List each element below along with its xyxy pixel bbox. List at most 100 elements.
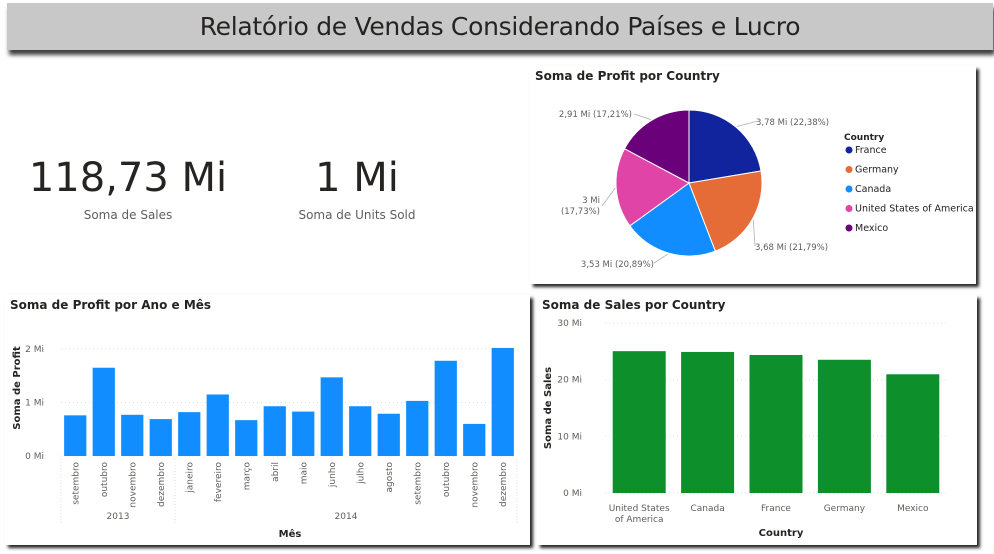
legend-marker-mexico xyxy=(845,224,853,232)
profit-bar-2013-novembro[interactable] xyxy=(121,414,144,456)
legend-item-mexico[interactable]: Mexico xyxy=(855,223,888,234)
sales-chart-title: Soma de Sales por Country xyxy=(542,298,726,312)
sales-bar-united-states-of-america[interactable] xyxy=(612,351,666,493)
profit-x-tick-label: outubro xyxy=(442,462,452,498)
profit-y-tick-label: 0 Mi xyxy=(25,452,44,462)
legend-item-france[interactable]: France xyxy=(855,145,887,156)
legend-marker-germany xyxy=(845,166,853,173)
sales-y-tick-label: 30 Mi xyxy=(557,319,582,329)
sales-x-axis-title: Country xyxy=(759,528,804,539)
pie-leader-line xyxy=(601,187,616,207)
profit-x-tick-label: abril xyxy=(271,462,281,482)
profit-bar-2013-dezembro[interactable] xyxy=(149,419,172,456)
profit-y-axis-title: Soma de Profit xyxy=(12,346,23,430)
sales-x-tick-label: United States xyxy=(609,504,670,514)
profit-bar-chart[interactable]: 0 Mi 1 Mi 2 Mi setembro outubro novembro dezem… xyxy=(5,295,530,545)
profit-x-tick-label: dezembro xyxy=(499,462,509,507)
profit-bar-2014-marco[interactable] xyxy=(235,420,258,456)
legend-marker-united-states-of-america xyxy=(845,205,853,212)
profit-x-tick-label: novembro xyxy=(470,462,480,508)
sales-y-tick-label: 20 Mi xyxy=(557,376,582,386)
sales-by-country-card[interactable]: Soma de Sales por Country 0 Mi 10 Mi 20 Mi… xyxy=(537,295,977,545)
sales-x-tick-label: Mexico xyxy=(897,504,929,514)
profit-x-tick-label: agosto xyxy=(385,462,395,493)
profit-x-tick-label: julho xyxy=(356,462,366,485)
profit-x-tick-label: setembro xyxy=(413,462,423,505)
profit-x-tick-label: maio xyxy=(299,462,309,485)
pie-slice-germany[interactable] xyxy=(688,170,763,252)
pie-leader-line xyxy=(736,120,759,127)
profit-bar-2014-setembro[interactable] xyxy=(406,400,429,456)
pie-slice-united-states-of-america[interactable] xyxy=(615,148,690,227)
profit-chart-title: Soma de Profit por Ano e Mês xyxy=(10,298,212,312)
profit-x-tick-label: janeiro xyxy=(185,462,195,494)
sales-x-tick-label: of America xyxy=(615,515,664,525)
profit-bar-2014-abril[interactable] xyxy=(263,406,286,456)
profit-x-tick-label: outubro xyxy=(100,462,110,498)
sales-bar-germany[interactable] xyxy=(817,359,871,493)
profit-bar-2014-fevereiro[interactable] xyxy=(206,394,229,456)
profit-x-tick-label: fevereiro xyxy=(214,462,224,503)
legend-marker-canada xyxy=(845,185,853,193)
profit-bar-2014-julho[interactable] xyxy=(349,406,372,456)
sales-bar-canada[interactable] xyxy=(681,351,735,493)
pie-data-label: 3 Mi xyxy=(582,196,600,206)
pie-data-label: 2,91 Mi (17,21%) xyxy=(559,110,632,120)
pie-data-label: 3,78 Mi (22,38%) xyxy=(756,118,829,128)
pie-chart-title: Soma de Profit por Country xyxy=(535,69,720,83)
report-header: Relatório de Vendas Considerando Países … xyxy=(7,3,993,50)
profit-year-label-2014: 2014 xyxy=(335,512,358,522)
profit-year-label-2013: 2013 xyxy=(107,512,130,522)
profit-x-tick-label: junho xyxy=(328,462,338,489)
profit-x-tick-label: setembro xyxy=(71,462,81,505)
pie-legend-title: Country xyxy=(844,133,884,143)
sales-y-tick-label: 10 Mi xyxy=(557,432,582,442)
profit-bar-2014-maio[interactable] xyxy=(292,411,315,456)
sales-x-tick-label: France xyxy=(761,504,791,514)
profit-bar-2014-junho[interactable] xyxy=(320,377,343,456)
units-kpi-value: 1 Mi xyxy=(315,155,399,201)
sales-bar-mexico[interactable] xyxy=(886,374,940,493)
profit-bar-2013-setembro[interactable] xyxy=(64,415,87,456)
units-kpi-card[interactable]: 1 Mi Soma de Units Sold xyxy=(262,158,452,222)
legend-marker-france xyxy=(845,146,853,154)
sales-bar-france[interactable] xyxy=(749,355,803,493)
profit-x-axis-title: Mês xyxy=(279,528,302,540)
profit-bar-2014-novembro[interactable] xyxy=(463,423,486,456)
pie-leader-line xyxy=(653,253,669,264)
profit-x-tick-label: novembro xyxy=(128,462,138,508)
pie-slice-france[interactable] xyxy=(688,109,762,184)
profit-x-tick-label: dezembro xyxy=(157,462,167,507)
profit-bar-2014-agosto[interactable] xyxy=(377,413,400,456)
profit-y-tick-label: 2 Mi xyxy=(25,345,44,355)
pie-leader-line xyxy=(752,219,756,247)
profit-x-tick-label: março xyxy=(242,462,252,491)
pie-data-label: (17,73%) xyxy=(561,207,600,217)
units-kpi-label: Soma de Units Sold xyxy=(298,208,416,222)
sales-x-tick-label: Germany xyxy=(824,504,866,514)
pie-chart[interactable]: 3,78 Mi (22,38%) 3,68 Mi (21,79%) 3,53 Mi … xyxy=(530,66,976,284)
legend-item-united-states-of-america[interactable]: United States of America xyxy=(855,204,974,215)
pie-slice-canada[interactable] xyxy=(629,182,716,257)
sales-kpi-card[interactable]: 118,73 Mi Soma de Sales xyxy=(28,158,228,222)
profit-bar-2013-outubro[interactable] xyxy=(92,367,115,456)
sales-kpi-value: 118,73 Mi xyxy=(28,155,228,201)
sales-y-tick-label: 0 Mi xyxy=(563,489,582,499)
pie-leader-line xyxy=(633,113,652,120)
profit-by-month-card[interactable]: Soma de Profit por Ano e Mês 0 Mi 1 Mi 2 M… xyxy=(5,295,530,545)
profit-by-country-pie-card[interactable]: Soma de Profit por Country 3,78 Mi (22,3… xyxy=(530,66,976,284)
pie-slice-mexico[interactable] xyxy=(623,109,690,184)
legend-item-canada[interactable]: Canada xyxy=(855,184,891,195)
profit-y-tick-label: 1 Mi xyxy=(25,399,44,409)
sales-y-axis-title: Soma de Sales xyxy=(543,367,554,449)
sales-x-tick-label: Canada xyxy=(690,504,724,514)
profit-bar-2014-dezembro[interactable] xyxy=(491,347,514,456)
sales-kpi-label: Soma de Sales xyxy=(83,208,173,222)
pie-data-label: 3,68 Mi (21,79%) xyxy=(755,243,828,253)
profit-bar-2014-janeiro[interactable] xyxy=(178,412,201,456)
profit-bar-2014-outubro[interactable] xyxy=(434,360,457,456)
legend-item-germany[interactable]: Germany xyxy=(855,165,899,176)
report-title: Relatório de Vendas Considerando Países … xyxy=(199,12,801,41)
